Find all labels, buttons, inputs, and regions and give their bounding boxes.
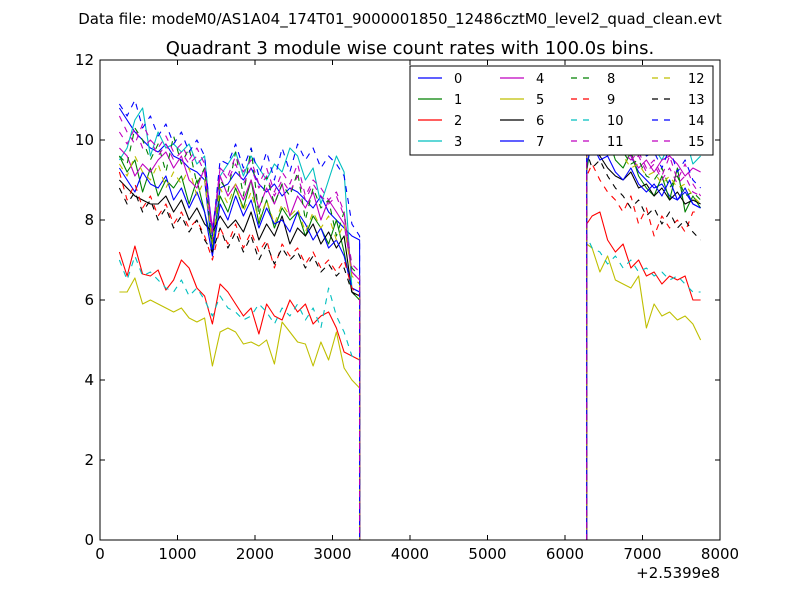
legend-box: [409, 65, 714, 156]
axis-ticks: 0 1000 2000 3000 4000 5000 6000 7000 80000246810…: [75, 51, 739, 563]
legend-label-13: 13: [688, 93, 705, 108]
legend-label-9: 9: [607, 93, 615, 108]
x-tick-label: 0: [95, 545, 105, 563]
x-tick-label: 6000: [546, 545, 584, 563]
legend-label-2: 2: [454, 114, 462, 129]
series-line-2: [118, 211, 701, 540]
y-tick-label: 6: [84, 291, 94, 309]
series-line-1: [118, 131, 702, 540]
series-line-11: [118, 99, 702, 540]
y-tick-label: 8: [84, 211, 94, 229]
y-tick-label: 10: [75, 131, 94, 149]
x-tick-label: 7000: [623, 545, 661, 563]
series-line-10: [118, 235, 701, 540]
legend-label-3: 3: [454, 135, 462, 150]
series-layer: [118, 71, 702, 540]
y-tick-label: 4: [84, 371, 94, 389]
x-axis-offset-label: +2.5399e8: [636, 564, 720, 582]
legend-label-1: 1: [454, 93, 462, 108]
legend-label-6: 6: [536, 114, 544, 129]
legend-label-14: 14: [688, 114, 705, 129]
series-line-8: [119, 99, 701, 540]
figure-suptitle: Data file: modeM0/AS1A04_174T01_90000018…: [78, 10, 722, 29]
series-line-7: [118, 143, 701, 540]
legend-label-4: 4: [536, 72, 544, 87]
y-tick-label: 12: [75, 51, 94, 69]
y-tick-label: 2: [84, 451, 94, 469]
x-tick-label: 5000: [468, 545, 506, 563]
legend-label-0: 0: [454, 72, 462, 87]
legend-label-10: 10: [607, 114, 624, 129]
legend-label-15: 15: [688, 135, 705, 150]
series-line-5: [119, 243, 702, 540]
series-line-9: [118, 163, 701, 540]
legend-label-5: 5: [536, 93, 544, 108]
legend-label-11: 11: [607, 135, 624, 150]
legend-label-7: 7: [536, 135, 544, 150]
x-tick-label: 4000: [391, 545, 429, 563]
legend-label-8: 8: [607, 72, 615, 87]
x-tick-label: 2000: [236, 545, 274, 563]
legend-label-12: 12: [688, 72, 705, 87]
series-line-15: [118, 103, 701, 540]
x-tick-label: 3000: [313, 545, 351, 563]
x-tick-label: 1000: [158, 545, 196, 563]
y-tick-label: 0: [84, 531, 94, 549]
series-line-12: [118, 107, 701, 540]
series-line-13: [118, 151, 701, 540]
chart-title: Quadrant 3 module wise count rates with …: [166, 38, 655, 59]
x-tick-label: 8000: [701, 545, 739, 563]
